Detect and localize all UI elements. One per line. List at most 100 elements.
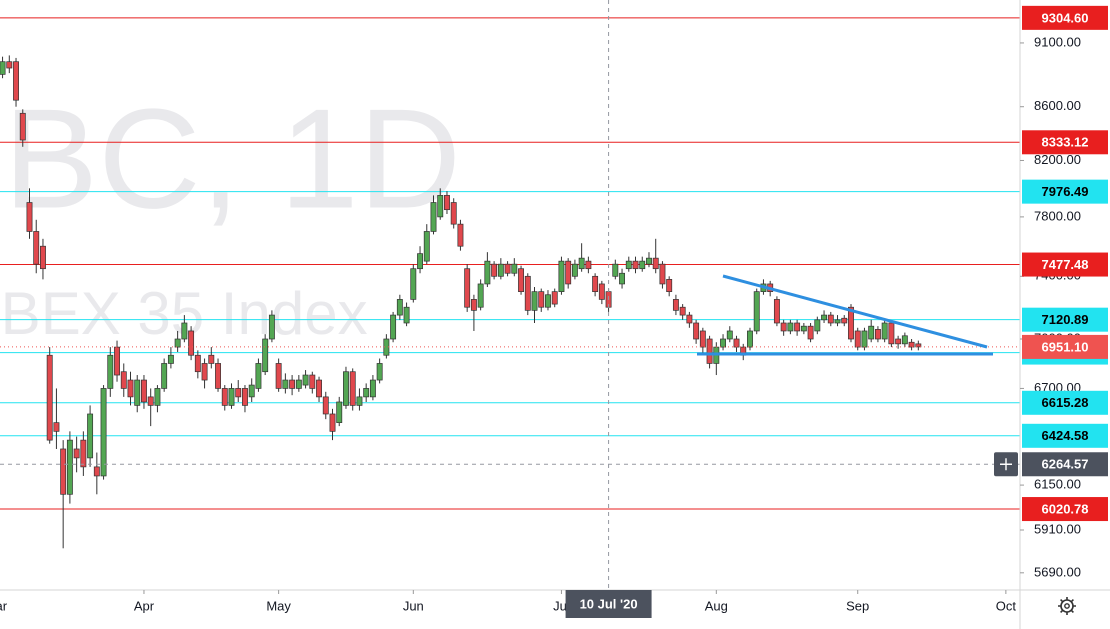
- candle-body: [161, 363, 168, 389]
- candle-body: [585, 260, 592, 270]
- candle-body: [821, 314, 828, 321]
- candle-body: [706, 338, 713, 364]
- candle-body: [302, 374, 309, 386]
- candle-body: [73, 448, 80, 459]
- candle-body: [464, 268, 471, 308]
- level-label: 7976.49: [1042, 184, 1089, 199]
- last-price-bg: [1022, 334, 1108, 359]
- candle-body: [484, 260, 491, 285]
- candle-body: [127, 379, 134, 398]
- candle-body: [6, 61, 13, 69]
- trend-line: [722, 274, 988, 349]
- y-tick-label: 7800.00: [1034, 208, 1081, 223]
- candle-body: [417, 253, 423, 270]
- gear-icon: [1064, 603, 1070, 609]
- candle-body: [666, 279, 673, 293]
- candle-body: [329, 413, 336, 432]
- candle-body: [565, 260, 572, 285]
- y-tick-label: 8200.00: [1034, 152, 1081, 167]
- level-label-bg: [1022, 252, 1108, 277]
- candle-body: [619, 272, 625, 285]
- candle-body: [625, 260, 632, 270]
- candle-body: [235, 388, 242, 398]
- candle-body: [403, 306, 410, 324]
- candle-body: [262, 338, 269, 373]
- level-label-bg: [1022, 5, 1108, 30]
- level-label-bg: [1022, 390, 1108, 415]
- plus-icon: [1000, 458, 1012, 471]
- candle-body: [80, 439, 87, 468]
- candle-body: [477, 283, 484, 308]
- candle-body: [336, 401, 343, 423]
- x-tick-label: Mar: [0, 598, 8, 613]
- candle-body: [13, 61, 19, 101]
- x-tick-label: Apr: [134, 598, 155, 613]
- candle-body: [518, 268, 524, 293]
- candle-body: [181, 322, 188, 340]
- candle-body: [854, 330, 861, 348]
- candle-body: [639, 260, 646, 270]
- x-tick-label: Aug: [705, 598, 728, 613]
- candle-body: [538, 291, 545, 308]
- candle-body: [504, 263, 511, 274]
- candle-body: [726, 330, 733, 340]
- candle-body: [356, 396, 363, 406]
- candle-body: [895, 338, 902, 345]
- candle-body: [60, 448, 67, 495]
- candle-body: [444, 195, 450, 211]
- candle-body: [410, 268, 417, 300]
- candle-body: [208, 354, 215, 364]
- drawing-tools: [697, 274, 993, 356]
- crosshair-date-bg: [565, 590, 652, 618]
- candle-body: [134, 379, 141, 406]
- candle-body: [194, 354, 201, 373]
- candle-body: [679, 306, 686, 316]
- candle-body: [369, 379, 376, 398]
- candle-body: [558, 260, 565, 293]
- candle-body: [861, 330, 868, 348]
- candle-body: [659, 263, 666, 285]
- candle-body: [807, 325, 814, 340]
- candle-body: [40, 245, 46, 270]
- settings-button[interactable]: [1058, 597, 1076, 615]
- candle-body: [66, 439, 73, 495]
- candle-body: [827, 314, 834, 324]
- candle-body: [0, 61, 6, 75]
- candle-body: [423, 231, 430, 262]
- candle-body: [834, 319, 841, 324]
- candle-body: [693, 322, 700, 340]
- level-label-bg: [1022, 423, 1108, 448]
- level-label: 6615.28: [1042, 395, 1089, 410]
- candle-body: [221, 388, 228, 406]
- candle-body: [309, 374, 316, 389]
- candle-body: [26, 202, 33, 232]
- candle-body: [363, 388, 370, 398]
- candle-body: [780, 322, 787, 332]
- candle-body: [686, 314, 693, 324]
- candle-body: [275, 363, 282, 389]
- candle-body: [154, 388, 161, 406]
- watermark: IBC, 1D: [0, 80, 461, 239]
- candle-body: [87, 413, 94, 459]
- x-tick-label: Sep: [846, 598, 869, 613]
- candle-body: [430, 202, 437, 232]
- candle-body: [888, 322, 895, 345]
- candle-body: [511, 263, 518, 274]
- candle-body: [794, 322, 801, 332]
- level-label-bg: [1022, 307, 1108, 332]
- level-label-bg: [1022, 497, 1108, 522]
- candle-body: [390, 314, 397, 340]
- candle-body: [773, 299, 780, 324]
- candle-body: [672, 299, 679, 311]
- candle-body: [289, 379, 296, 389]
- candle-body: [699, 330, 706, 348]
- y-tick-label: 5690.00: [1034, 564, 1081, 579]
- x-tick-label: Jun: [403, 598, 424, 613]
- level-label-bg: [1022, 179, 1108, 204]
- candle-body: [450, 202, 457, 225]
- candle-body: [592, 275, 599, 293]
- candle-body: [531, 291, 538, 311]
- candle-body: [120, 371, 127, 389]
- candle-body: [652, 257, 659, 270]
- price-axis: 9100.008600.008200.007800.007400.007000.…: [1020, 5, 1108, 579]
